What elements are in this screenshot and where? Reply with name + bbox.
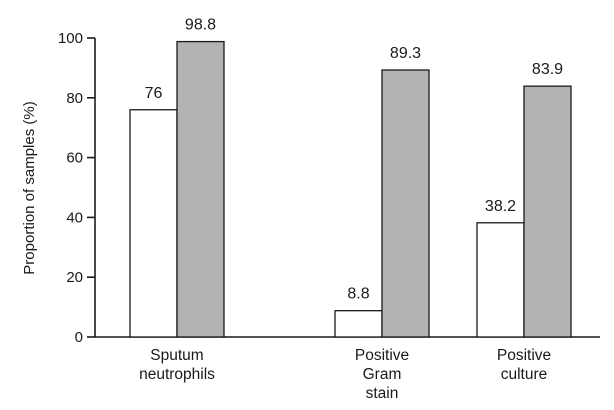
bar-s2-c2 [381,69,430,338]
bars [129,40,572,338]
y-tick-label-5: 100 [58,30,83,47]
category-label-2-line-1: Positive [355,347,409,364]
category-label-3-line-2: culture [501,366,548,383]
bar-s1-c3 [476,222,525,338]
value-label-s1-c2: 8.8 [347,286,369,303]
category-label-1-line-2: neutrophils [139,366,215,383]
category-label-1-line-1: Sputum [150,347,203,364]
y-tick-label-3: 60 [66,150,83,167]
bar-s1-c2 [334,310,383,338]
y-tick-label-1: 20 [66,269,83,286]
y-tick-label-0: 0 [75,329,83,346]
value-labels: 76 98.8 8.8 89.3 38.2 83.9 [145,17,564,303]
value-label-s2-c2: 89.3 [390,45,421,62]
category-label-2-line-3: stain [366,385,399,402]
bar-s2-c1 [176,40,225,338]
category-labels: Sputum neutrophils Positive Gram stain Positi… [139,347,551,402]
y-tick-label-2: 40 [66,209,83,226]
y-ticks: 0 20 40 60 80 100 [58,30,95,346]
category-label-3-line-1: Positive [497,347,551,364]
category-label-2-line-2: Gram [363,366,402,383]
value-label-s2-c3: 83.9 [532,61,563,78]
value-label-s1-c1: 76 [145,85,163,102]
y-tick-label-4: 80 [66,90,83,107]
value-label-s2-c1: 98.8 [185,17,216,34]
value-label-s1-c3: 38.2 [485,198,516,215]
y-axis-label: Proportion of samples (%) [21,101,38,274]
bar-s1-c1 [129,109,178,338]
bar-s2-c3 [523,85,572,338]
